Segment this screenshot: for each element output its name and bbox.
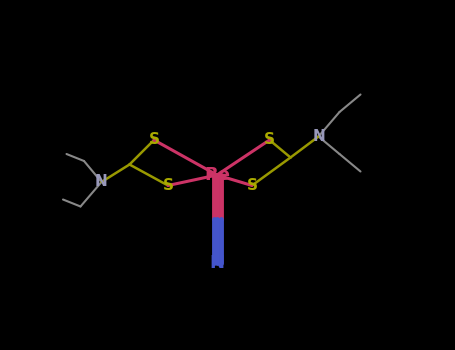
Text: Re: Re	[204, 166, 230, 184]
Text: S: S	[247, 178, 258, 193]
Text: N: N	[209, 253, 224, 272]
Text: S: S	[264, 133, 275, 147]
Text: S: S	[162, 178, 173, 193]
Text: N: N	[95, 175, 108, 189]
Text: N: N	[312, 129, 325, 144]
Text: S: S	[148, 133, 160, 147]
